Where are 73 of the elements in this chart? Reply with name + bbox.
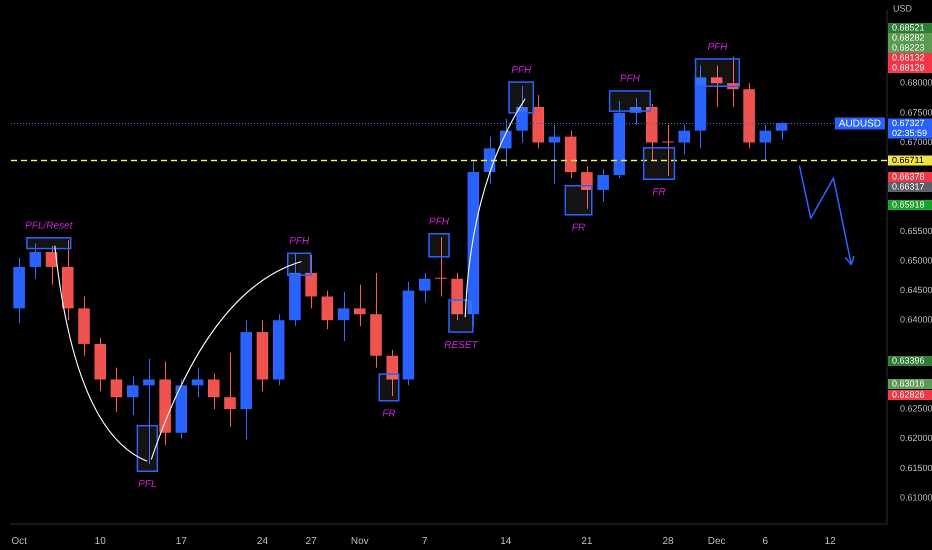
y-tick-label: 0.64500 (900, 285, 932, 296)
y-tick-label: 0.68000 (900, 78, 932, 88)
text: 0.68282 (892, 32, 925, 42)
x-tick-label: 17 (176, 536, 188, 547)
candlestick (662, 124, 674, 177)
text: 0.66711 (892, 154, 924, 165)
annotation: PFH (289, 236, 310, 248)
x-tick-label: 7 (422, 536, 428, 547)
y-axis-title: USD (893, 3, 912, 14)
text: 0.63016 (892, 378, 925, 388)
candlestick (418, 272, 430, 303)
candlestick (305, 254, 317, 309)
annotation: FR (652, 187, 666, 198)
ref-line-label: AUDUSD (838, 118, 882, 130)
candlestick (338, 291, 350, 342)
text: 0.63396 (892, 355, 925, 366)
text: 0.68132 (892, 52, 925, 62)
x-tick-label: Dec (708, 536, 726, 547)
candlestick (143, 358, 155, 465)
candlestick (224, 352, 236, 428)
candlestick (354, 284, 366, 327)
text: 0.68521 (892, 22, 925, 32)
candlestick (46, 246, 58, 286)
y-tick-label: 0.65000 (900, 255, 932, 266)
candlestick (710, 64, 722, 108)
x-tick-label: 14 (500, 536, 512, 547)
annotation: RESET (444, 340, 478, 351)
y-tick-label: 0.61000 (900, 492, 932, 502)
x-tick-label: 10 (94, 536, 106, 547)
candlestick (727, 56, 739, 108)
candlestick (208, 373, 220, 410)
annotation: PFH (429, 216, 450, 228)
candlestick (760, 124, 772, 162)
text: 0.65918 (892, 199, 925, 210)
y-tick-label: 0.61500 (900, 462, 932, 473)
annotation: PFH (707, 42, 728, 53)
annotation: FR (382, 408, 396, 420)
x-tick-label: 6 (762, 536, 769, 547)
candlestick (126, 376, 138, 416)
x-tick-label: 24 (256, 536, 268, 547)
text: 0.66378 (892, 171, 925, 182)
text: 0.68129 (892, 62, 925, 72)
x-tick-label: 28 (662, 536, 674, 547)
x-tick-label: 27 (306, 536, 318, 547)
y-tick-label: 0.64000 (900, 314, 932, 325)
text: 0.67327 (892, 118, 925, 128)
candlestick (30, 242, 42, 280)
candlestick (110, 367, 122, 413)
text: 0.68223 (892, 42, 925, 52)
annotation: PFL (138, 479, 157, 490)
y-tick-label: 0.62000 (900, 433, 932, 444)
text: 0.62826 (892, 389, 925, 400)
annotation: PFL/Reset (25, 220, 74, 232)
candlestick (435, 236, 447, 298)
y-tick-label: 0.67500 (900, 107, 932, 118)
candlestick (192, 367, 204, 398)
candlestick (322, 290, 334, 330)
x-tick-label: Nov (350, 536, 369, 547)
y-tick-label: 0.62500 (900, 404, 932, 414)
candlestick (597, 168, 609, 202)
annotation: PFH (620, 74, 641, 85)
candlestick (581, 166, 593, 210)
x-tick-label: 12 (824, 536, 836, 547)
candlestick (386, 349, 398, 397)
text: 02:35:59 (892, 128, 928, 138)
candlestick (678, 124, 690, 155)
y-tick-label: 0.65500 (900, 226, 932, 236)
annotation: FR (572, 222, 586, 234)
text: 0.66317 (892, 181, 925, 192)
annotation: PFH (511, 64, 532, 76)
y-tick-label: 0.67000 (900, 136, 932, 147)
x-tick-label: Oct (11, 536, 28, 547)
x-tick-label: 21 (581, 536, 593, 547)
